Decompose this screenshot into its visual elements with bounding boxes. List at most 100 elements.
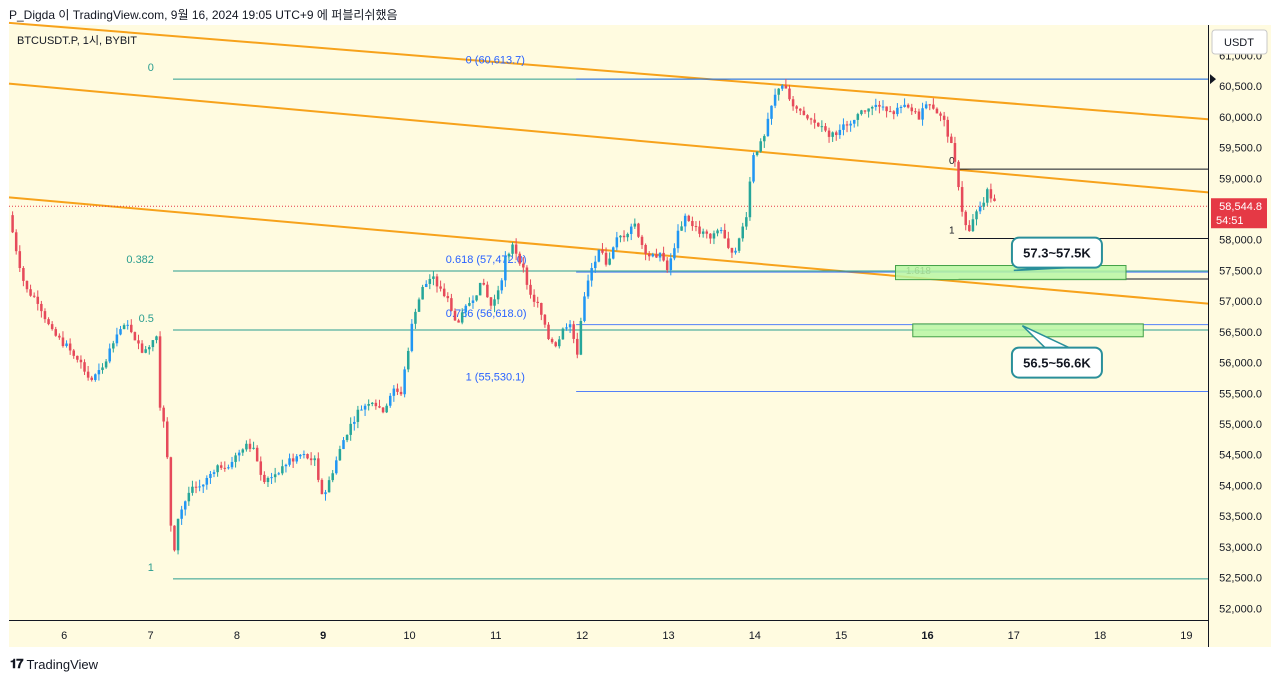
candle-body xyxy=(644,244,647,254)
candle-body xyxy=(65,343,68,347)
candle-body xyxy=(939,113,942,116)
candle-body xyxy=(921,108,924,120)
price-tick-label: 55,000.0 xyxy=(1219,419,1262,431)
candle-body xyxy=(432,276,435,279)
candle-body xyxy=(378,406,381,408)
candle-body xyxy=(619,235,622,238)
candle-body xyxy=(158,336,162,408)
time-tick-label: 12 xyxy=(576,630,588,642)
price-chart[interactable]: 0 0.382 0.5 1 0 (60,613.7) 0.618 (57,472.0) 0.… xyxy=(0,0,1280,650)
candle-body xyxy=(795,106,798,109)
candle-body xyxy=(852,119,856,124)
callout-box-0 xyxy=(1010,236,1103,269)
candle-body xyxy=(914,111,917,113)
candle-body xyxy=(36,296,40,304)
fib-right-level-label: 0.786 (56,618.0) xyxy=(446,308,527,320)
candle-body xyxy=(381,407,385,413)
candle-body xyxy=(777,88,780,95)
candle-body xyxy=(637,223,640,237)
candle-body xyxy=(270,477,273,479)
candle-body xyxy=(500,280,504,291)
candle-body xyxy=(227,467,230,469)
candle-body xyxy=(576,338,579,355)
support-zones xyxy=(895,265,1144,338)
candle-body xyxy=(324,492,327,495)
time-axis[interactable]: 6 7 8 9 10 11 12 13 14 15 16 17 18 19 xyxy=(61,630,1192,642)
candle-body xyxy=(281,466,284,474)
candle-body xyxy=(273,474,277,478)
publisher-header: P_Digda 이 TradingView.com, 9월 16, 2024 1… xyxy=(9,8,398,22)
candle-body xyxy=(32,295,36,297)
time-axis-background xyxy=(9,621,1208,647)
candle-body xyxy=(317,458,320,480)
candle-body xyxy=(54,329,58,336)
candle-body xyxy=(971,219,975,232)
candle-body xyxy=(47,319,50,325)
candle-body xyxy=(680,226,683,231)
candle-body xyxy=(486,284,489,298)
candle-body xyxy=(439,286,442,289)
candle-body xyxy=(169,457,173,526)
candle-body xyxy=(554,342,557,347)
tradingview-logo[interactable]: 𝟏𝟕 TradingView xyxy=(10,656,98,672)
candle-body xyxy=(856,114,860,120)
price-tick-label: 54,000.0 xyxy=(1219,480,1262,492)
candle-body xyxy=(79,359,83,363)
channel-line-1 xyxy=(8,82,1209,194)
candle-body xyxy=(442,288,446,297)
symbol-label[interactable]: BTCUSDT.P, 1시, BYBIT xyxy=(17,35,137,47)
candle-body xyxy=(266,477,270,483)
candle-body xyxy=(385,405,388,413)
candle-body xyxy=(716,230,719,234)
candle-body xyxy=(817,122,820,127)
candle-body xyxy=(399,391,403,395)
candle-body xyxy=(496,290,500,300)
candle-body xyxy=(327,480,331,493)
candle-body xyxy=(475,295,478,301)
candle-body xyxy=(626,233,629,238)
candle-body xyxy=(263,474,266,483)
candle-body xyxy=(371,402,374,404)
candle-body xyxy=(396,388,399,392)
candle-body xyxy=(119,329,122,335)
price-axis[interactable]: 61,000.060,500.060,000.059,500.059,000.0… xyxy=(1210,50,1267,615)
candle-body xyxy=(712,233,716,239)
price-tick-label: 59,000.0 xyxy=(1219,173,1262,185)
candle-body xyxy=(982,202,985,207)
candle-body xyxy=(885,106,888,112)
time-tick-label: 15 xyxy=(835,630,847,642)
candle-body xyxy=(615,237,619,248)
candle-body xyxy=(201,484,205,487)
candle-body xyxy=(209,473,212,478)
candlestick-series xyxy=(11,78,996,555)
candle-body xyxy=(68,343,72,351)
candle-body xyxy=(457,320,460,323)
callout-label-1: 56.5~56.6K xyxy=(1023,356,1091,371)
candle-body xyxy=(97,370,101,375)
candle-body xyxy=(896,107,899,115)
candle-body xyxy=(709,233,712,239)
candle-body xyxy=(507,253,511,257)
candle-body xyxy=(162,407,165,422)
candle-body xyxy=(543,314,547,325)
tradingview-brand-text: TradingView xyxy=(26,656,99,672)
candle-body xyxy=(86,371,90,378)
candle-body xyxy=(745,217,748,227)
fib-right-level-label: 0 (60,613.7) xyxy=(466,54,525,66)
candle-body xyxy=(338,449,342,461)
candle-body xyxy=(450,298,453,311)
time-tick-label: 7 xyxy=(148,630,154,642)
candle-body xyxy=(94,374,97,380)
candle-body xyxy=(870,107,874,109)
candle-body xyxy=(701,231,705,234)
candle-body xyxy=(194,486,198,488)
candle-body xyxy=(608,258,611,265)
candle-body xyxy=(140,343,144,353)
candle-body xyxy=(860,110,863,115)
candle-body xyxy=(924,104,928,109)
candle-body xyxy=(137,340,140,344)
currency-button[interactable]: USDT xyxy=(1211,29,1268,55)
candle-body xyxy=(511,244,514,254)
time-tick-label: 14 xyxy=(749,630,761,642)
candle-body xyxy=(11,215,14,233)
